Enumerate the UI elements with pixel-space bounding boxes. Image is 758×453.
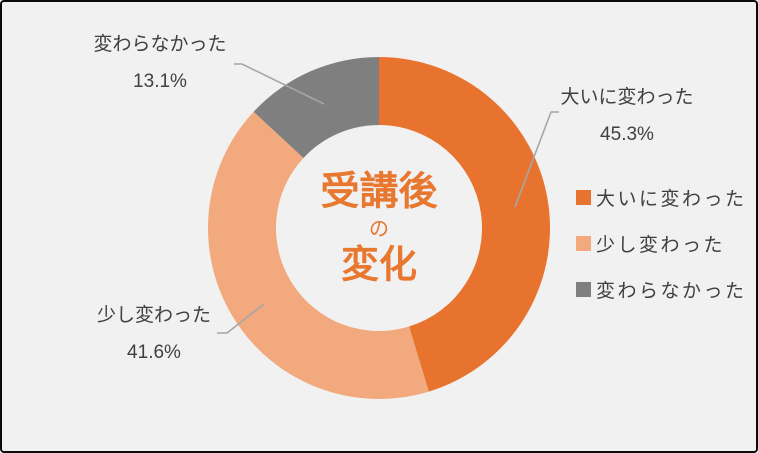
donut-slice-1	[207, 111, 429, 400]
chart-center-title: 受講後 の 変化	[320, 170, 437, 287]
donut-slice-0	[379, 56, 551, 392]
donut-slice-2	[253, 57, 379, 158]
callout-unchanged-value: 13.1%	[133, 71, 187, 92]
legend-item-unchanged: 変わらなかった	[576, 275, 747, 304]
donut-slices	[207, 56, 551, 400]
legend-swatch-slightly-icon	[576, 236, 591, 251]
legend-swatch-unchanged-icon	[576, 282, 591, 297]
callout-slightly-label: 少し変わった	[96, 305, 212, 326]
center-title-line2: の	[368, 218, 389, 241]
chart-legend: 大いに変わった 少し変わった 変わらなかった	[576, 183, 747, 304]
callout-greatly: 大いに変わった 45.3%	[560, 79, 693, 153]
callout-unchanged: 変わらなかった 13.1%	[93, 26, 226, 100]
callout-unchanged-label: 変わらなかった	[93, 34, 227, 55]
legend-label-unchanged: 変わらなかった	[596, 281, 747, 302]
leader-line-slightly	[217, 303, 265, 334]
legend-swatch-greatly-icon	[576, 190, 591, 205]
legend-label-greatly: 大いに変わった	[596, 189, 747, 210]
center-title-line3: 変化	[340, 244, 418, 287]
callout-greatly-label: 大いに変わった	[560, 87, 694, 108]
callout-greatly-value: 45.3%	[600, 124, 654, 145]
leader-line-unchanged	[234, 63, 325, 105]
callout-slightly: 少し変わった 41.6%	[97, 297, 211, 371]
callout-slightly-value: 41.6%	[127, 342, 181, 363]
center-title-line1: 受講後	[320, 170, 438, 214]
legend-label-slightly: 少し変わった	[596, 235, 726, 256]
legend-item-slightly: 少し変わった	[576, 229, 747, 258]
leader-line-greatly	[514, 111, 559, 208]
legend-item-greatly: 大いに変わった	[576, 183, 747, 212]
